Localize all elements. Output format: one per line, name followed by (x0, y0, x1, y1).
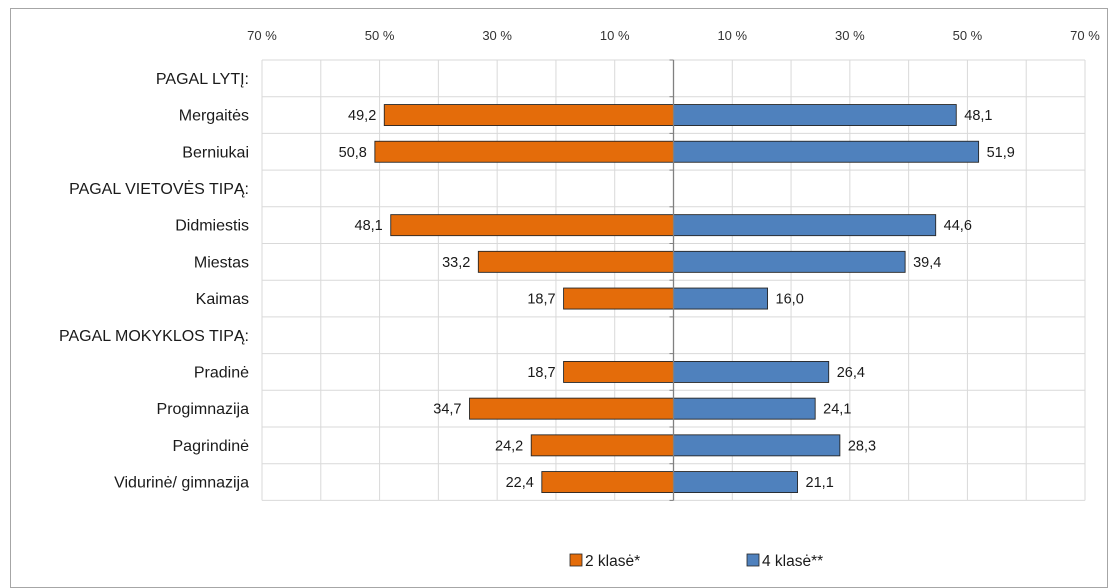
category-label: Mergaitės (179, 108, 249, 125)
bar-left (383, 104, 674, 127)
data-label: 33,2 (442, 255, 470, 271)
data-label: 16,0 (776, 292, 804, 308)
data-label: 18,7 (527, 292, 555, 308)
bar-right (673, 214, 937, 237)
data-label: 18,7 (527, 365, 555, 381)
category-label: Pagrindinė (173, 438, 250, 455)
data-label: 48,1 (355, 218, 383, 234)
data-label: 21,1 (806, 475, 834, 491)
diverging-bar-chart: 70 % 50 % 30 % 10 % 10 % 30 % 50 % 70 % PAGAL LY… (59, 28, 1100, 570)
category-label: Pradinė (194, 364, 249, 381)
x-tick-label: 10 % (600, 28, 630, 43)
category-label: Kaimas (196, 291, 249, 308)
bar-right (673, 287, 769, 310)
x-tick-label: 70 % (247, 28, 277, 43)
category-label: Miestas (194, 254, 249, 271)
bar-right (673, 361, 830, 383)
x-tick-label: 70 % (1070, 28, 1100, 43)
bar-left (477, 250, 674, 273)
bar-right (673, 104, 957, 127)
data-label: 26,4 (837, 365, 865, 381)
bar-left (390, 214, 674, 237)
category-label: PAGAL LYTĮ: (156, 71, 249, 88)
legend-label: 2 klasė* (585, 553, 640, 570)
x-tick-label: 30 % (482, 28, 512, 43)
category-label: Vidurinė/ gimnazija (114, 475, 249, 492)
data-label: 39,4 (913, 255, 941, 271)
x-tick-label: 30 % (835, 28, 865, 43)
legend-swatch (569, 553, 583, 567)
bar-left (541, 471, 674, 493)
x-tick-label: 50 % (953, 28, 983, 43)
data-label: 44,6 (944, 218, 972, 234)
bar-left (469, 397, 674, 420)
category-label: PAGAL VIETOVĖS TIPĄ: (69, 179, 249, 198)
data-label: 28,3 (848, 438, 876, 454)
data-label: 24,1 (823, 402, 851, 418)
data-label: 50,8 (339, 145, 367, 161)
bar-left (563, 287, 674, 310)
bar-right (673, 250, 906, 273)
legend-label: 4 klasė** (762, 553, 823, 570)
data-label: 48,1 (964, 108, 992, 124)
data-label: 49,2 (348, 108, 376, 124)
category-label: PAGAL MOKYKLOS TIPĄ: (59, 328, 249, 345)
bar-left (530, 434, 674, 457)
x-tick-label: 50 % (365, 28, 395, 43)
category-label: Progimnazija (157, 401, 250, 418)
data-label: 51,9 (987, 145, 1015, 161)
legend-swatch (746, 553, 760, 567)
bar-right (673, 471, 798, 493)
bar-right (673, 434, 841, 457)
category-label: Didmiestis (175, 218, 249, 235)
bar-right (673, 140, 980, 163)
category-label: Berniukai (182, 144, 249, 161)
data-label: 22,4 (506, 475, 534, 491)
bar-left (374, 140, 674, 163)
data-label: 24,2 (495, 438, 523, 454)
x-tick-label: 10 % (717, 28, 747, 43)
data-label: 34,7 (433, 402, 461, 418)
bar-right (673, 397, 816, 420)
bar-left (563, 361, 674, 383)
